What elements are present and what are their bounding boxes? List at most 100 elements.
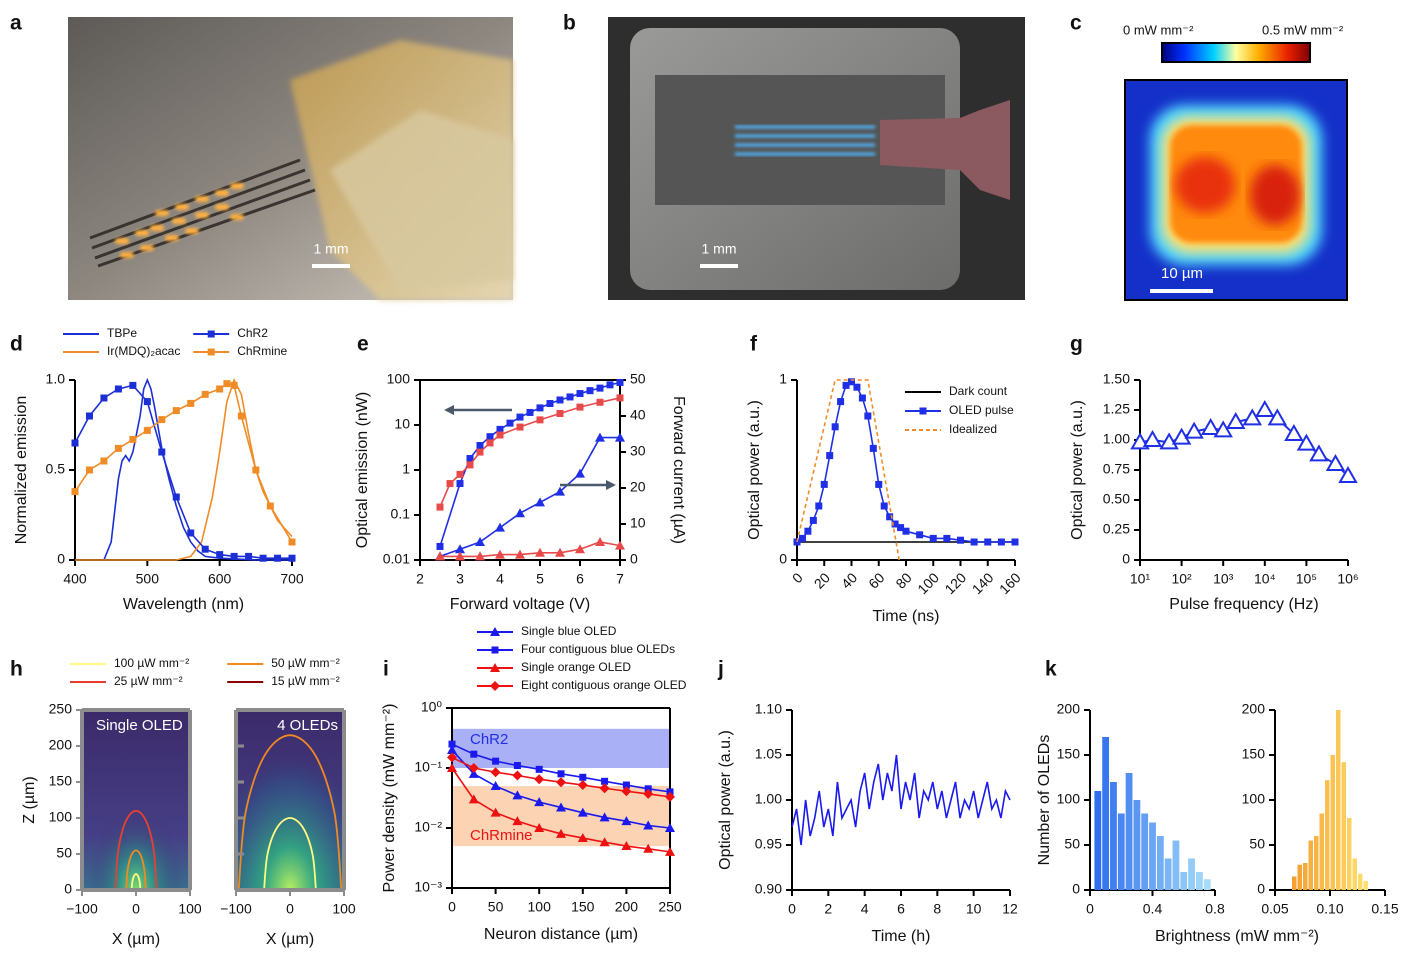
colorbar-min-label: 0 mW mm⁻² xyxy=(1123,22,1194,37)
y-tick-label: 1.00 xyxy=(755,791,782,807)
marker xyxy=(1309,444,1329,462)
marker xyxy=(535,497,545,507)
panel-letter: j xyxy=(717,658,724,681)
series-line xyxy=(796,379,900,561)
y2-tick-label: 40 xyxy=(630,407,646,423)
marker xyxy=(616,378,624,386)
y-axis-label: Optical power (a.u.) xyxy=(746,400,763,540)
marker xyxy=(1296,433,1317,451)
marker xyxy=(516,413,524,421)
series-line xyxy=(103,377,292,561)
marker xyxy=(997,538,1005,546)
marker xyxy=(476,448,484,456)
marker xyxy=(259,554,267,562)
marker xyxy=(536,416,544,424)
marker xyxy=(158,416,166,424)
histogram-bar xyxy=(1292,876,1297,890)
histogram-bar xyxy=(1319,813,1324,890)
marker xyxy=(486,439,494,447)
arrow-head xyxy=(606,480,616,490)
x-tick-label: 0 xyxy=(286,901,294,917)
marker xyxy=(596,398,604,406)
legend-label: Idealized xyxy=(949,422,997,436)
y-tick-label: 1 xyxy=(779,371,787,387)
legend-label: ChR2 xyxy=(237,326,268,340)
y-tick-label: 100 xyxy=(1057,791,1081,807)
x-tick-label: 400 xyxy=(63,571,87,587)
marker xyxy=(158,448,166,456)
legend-label: Dark count xyxy=(949,384,1008,398)
y-axis-label: Optical power (a.u.) xyxy=(1069,400,1086,540)
x-tick-label: 80 xyxy=(892,569,914,591)
marker xyxy=(490,767,501,778)
legend-label: ChRmine xyxy=(237,344,287,358)
panel-title: 4 OLEDs xyxy=(277,717,338,734)
marker xyxy=(586,387,594,395)
y2-tick-label: 20 xyxy=(630,479,646,495)
panel-title: Single OLED xyxy=(96,717,183,734)
x-tick-label: 0 xyxy=(789,569,806,586)
x-tick-label: 0.8 xyxy=(1205,901,1225,917)
marker xyxy=(506,419,514,427)
marker xyxy=(1325,453,1346,471)
marker xyxy=(666,788,674,796)
marker xyxy=(468,763,479,773)
marker xyxy=(555,486,565,496)
marker xyxy=(1184,421,1204,439)
marker xyxy=(556,396,564,404)
legend-label: Four contiguous blue OLEDs xyxy=(521,642,675,656)
x-tick-label: 50 xyxy=(488,899,504,915)
marker xyxy=(85,466,93,474)
panel-letter: k xyxy=(1045,658,1057,681)
marker xyxy=(114,385,122,393)
y-tick-label: 200 xyxy=(1057,701,1081,717)
marker xyxy=(526,408,534,416)
marker xyxy=(1338,465,1358,483)
y-tick-label: 0 xyxy=(1122,551,1130,567)
y-tick-label: 150 xyxy=(1057,746,1081,762)
marker xyxy=(455,551,465,561)
y-axis-label: Optical emission (nW) xyxy=(354,392,371,548)
y-tick-label: 0 xyxy=(57,551,65,567)
marker xyxy=(446,480,454,488)
panel-letter: d xyxy=(10,333,23,356)
panel-letter: h xyxy=(10,658,23,681)
marker xyxy=(495,522,505,532)
x-tick-label: 600 xyxy=(208,571,232,587)
y-axis-label: Power density (mW mm⁻²) xyxy=(381,704,398,893)
histogram-bar xyxy=(1308,840,1313,890)
x-tick-label: 7 xyxy=(616,571,624,587)
marker xyxy=(891,520,899,528)
marker xyxy=(643,788,654,799)
marker xyxy=(804,527,812,535)
x-axis-label: Forward voltage (V) xyxy=(450,596,591,613)
y-tick-label: 150 xyxy=(49,773,73,789)
x-tick-label: 5 xyxy=(536,571,544,587)
marker xyxy=(536,404,544,412)
marker xyxy=(665,823,675,832)
histogram-bar xyxy=(1347,818,1352,890)
x-axis-label: Time (h) xyxy=(872,928,931,945)
marker xyxy=(615,540,625,550)
legend-marker xyxy=(207,330,215,338)
x-tick-label: 200 xyxy=(615,899,639,915)
y2-tick-label: 10 xyxy=(630,515,646,531)
legend-marker xyxy=(490,627,500,636)
histogram-bar xyxy=(1203,879,1211,890)
marker xyxy=(929,534,937,542)
legend-marker xyxy=(490,663,500,672)
y-tick-label: 200 xyxy=(49,737,73,753)
marker xyxy=(848,378,855,386)
marker xyxy=(535,765,543,773)
marker xyxy=(100,394,108,402)
marker xyxy=(643,843,654,853)
y-axis-label: Z (µm) xyxy=(21,776,38,823)
x-tick-label: 150 xyxy=(571,899,595,915)
colorbar-max-label: 0.5 mW mm⁻² xyxy=(1262,22,1344,37)
histogram-bar xyxy=(1303,863,1308,890)
marker xyxy=(512,770,523,781)
marker xyxy=(288,554,296,562)
legend-marker xyxy=(490,681,500,691)
y2-axis-label: Forward current (µA) xyxy=(670,396,687,544)
